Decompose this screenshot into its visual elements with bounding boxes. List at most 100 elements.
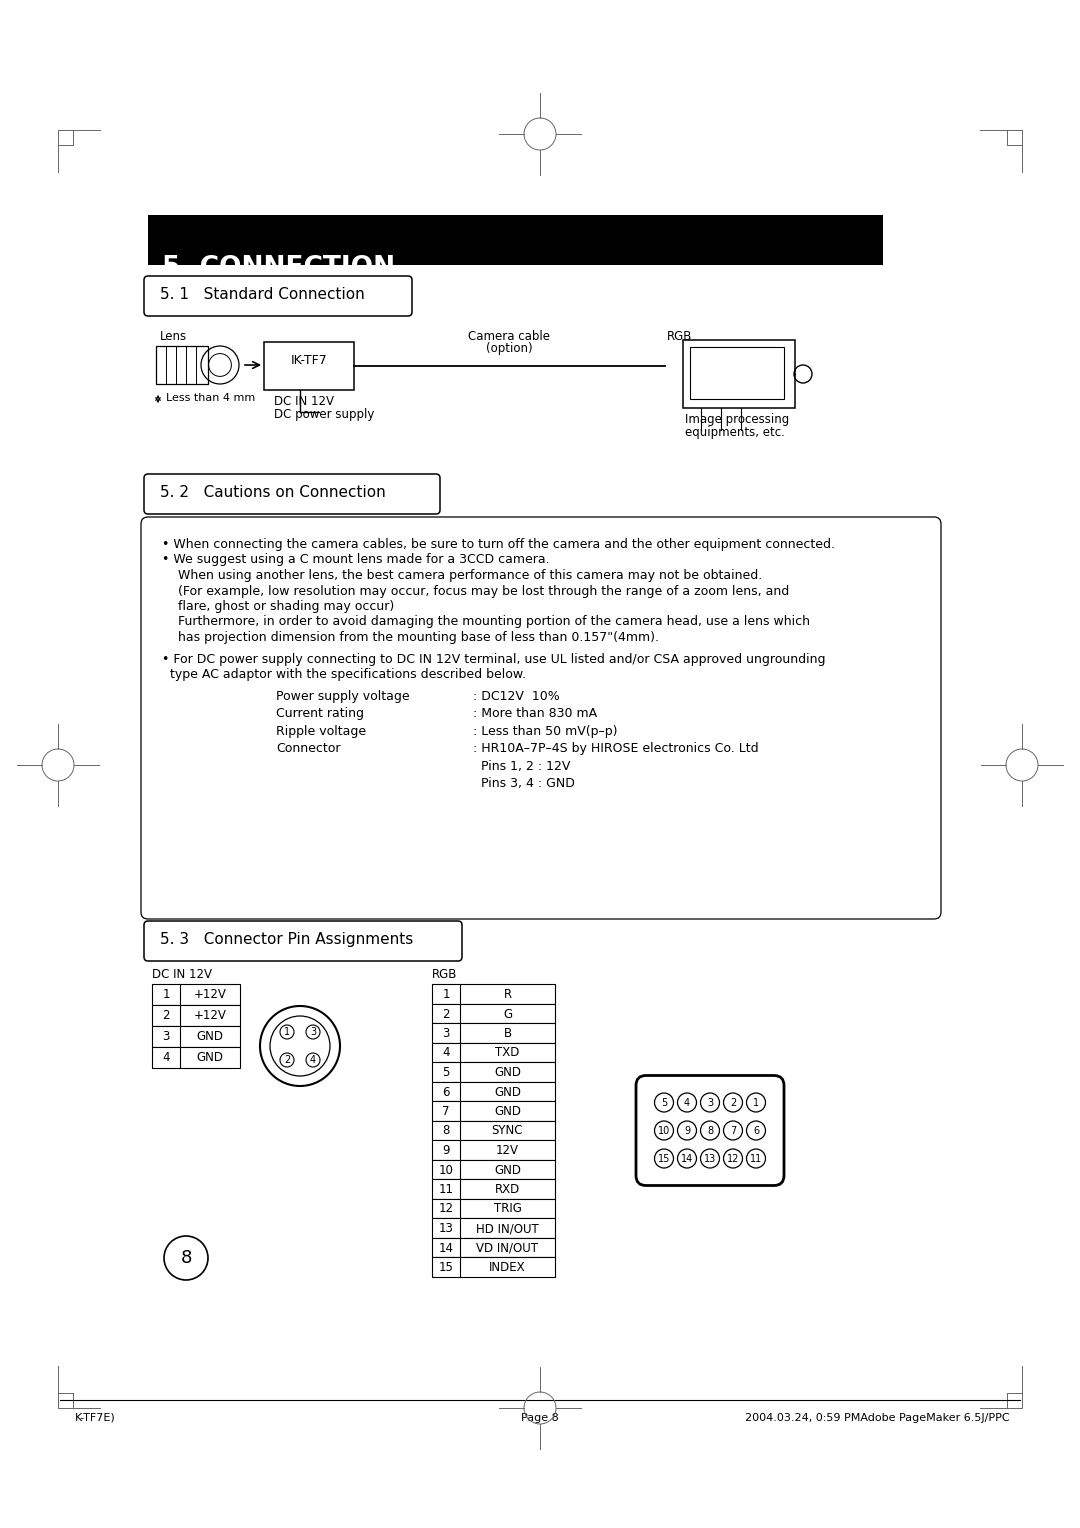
Text: 1: 1 <box>284 1027 291 1038</box>
Text: 3: 3 <box>707 1097 713 1108</box>
Text: 2: 2 <box>162 1008 170 1022</box>
Text: 1: 1 <box>753 1097 759 1108</box>
Text: GND: GND <box>494 1085 521 1099</box>
FancyBboxPatch shape <box>432 1004 555 1024</box>
Text: Less than 4 mm: Less than 4 mm <box>166 393 255 403</box>
Text: Connector: Connector <box>276 743 340 755</box>
FancyBboxPatch shape <box>636 1076 784 1186</box>
Text: 2: 2 <box>730 1097 737 1108</box>
Text: 1: 1 <box>162 989 170 1001</box>
Text: GND: GND <box>197 1051 224 1063</box>
FancyBboxPatch shape <box>144 277 411 316</box>
Text: : More than 830 mA: : More than 830 mA <box>473 707 597 720</box>
Text: DC IN 12V: DC IN 12V <box>274 396 334 408</box>
FancyBboxPatch shape <box>432 1218 555 1238</box>
Text: 12: 12 <box>727 1154 739 1163</box>
Text: 4: 4 <box>442 1047 449 1059</box>
Text: 5: 5 <box>443 1067 449 1079</box>
Text: has projection dimension from the mounting base of less than 0.157"(4mm).: has projection dimension from the mounti… <box>162 631 659 643</box>
Text: equipments, etc.: equipments, etc. <box>685 426 785 439</box>
Text: Current rating: Current rating <box>276 707 364 720</box>
Text: SYNC: SYNC <box>491 1125 523 1137</box>
Text: 5: 5 <box>661 1097 667 1108</box>
Text: 8: 8 <box>443 1125 449 1137</box>
Text: 9: 9 <box>684 1126 690 1135</box>
FancyBboxPatch shape <box>432 984 555 1004</box>
Text: : DC12V  10%: : DC12V 10% <box>473 691 559 703</box>
Text: 13: 13 <box>438 1222 454 1235</box>
FancyBboxPatch shape <box>432 1120 555 1140</box>
Text: 12: 12 <box>438 1203 454 1215</box>
Text: Camera cable: Camera cable <box>469 330 551 342</box>
Text: 13: 13 <box>704 1154 716 1163</box>
FancyBboxPatch shape <box>148 215 883 264</box>
Text: (option): (option) <box>486 342 532 354</box>
Text: : HR10A–7P–4S by HIROSE electronics Co. Ltd: : HR10A–7P–4S by HIROSE electronics Co. … <box>473 743 758 755</box>
Text: 6: 6 <box>753 1126 759 1135</box>
Text: R: R <box>503 989 512 1001</box>
Text: 2004.03.24, 0:59 PMAdobe PageMaker 6.5J/PPC: 2004.03.24, 0:59 PMAdobe PageMaker 6.5J/… <box>745 1413 1010 1423</box>
Text: • When connecting the camera cables, be sure to turn off the camera and the othe: • When connecting the camera cables, be … <box>162 538 835 552</box>
Text: TRIG: TRIG <box>494 1203 522 1215</box>
FancyBboxPatch shape <box>144 921 462 961</box>
Text: RXD: RXD <box>495 1183 521 1196</box>
Text: 10: 10 <box>438 1163 454 1177</box>
Text: K-TF7E): K-TF7E) <box>75 1413 116 1423</box>
Text: 3: 3 <box>443 1027 449 1041</box>
FancyBboxPatch shape <box>690 347 784 399</box>
Text: VD IN/OUT: VD IN/OUT <box>476 1241 539 1254</box>
Text: 7: 7 <box>730 1126 737 1135</box>
FancyBboxPatch shape <box>432 1238 555 1258</box>
Text: 1: 1 <box>442 989 449 1001</box>
Text: 5. 2   Cautions on Connection: 5. 2 Cautions on Connection <box>160 484 386 500</box>
Text: Page 8: Page 8 <box>522 1413 558 1423</box>
Text: 3: 3 <box>162 1030 170 1044</box>
FancyBboxPatch shape <box>683 341 795 408</box>
FancyBboxPatch shape <box>152 1005 240 1025</box>
FancyBboxPatch shape <box>432 1198 555 1218</box>
Text: flare, ghost or shading may occur): flare, ghost or shading may occur) <box>162 601 394 613</box>
Text: 8: 8 <box>180 1248 191 1267</box>
Text: +12V: +12V <box>193 989 227 1001</box>
Text: 15: 15 <box>658 1154 671 1163</box>
FancyBboxPatch shape <box>144 474 440 513</box>
Text: 2: 2 <box>442 1007 449 1021</box>
Text: • We suggest using a C mount lens made for a 3CCD camera.: • We suggest using a C mount lens made f… <box>162 553 550 567</box>
Text: 11: 11 <box>438 1183 454 1196</box>
Text: 9: 9 <box>442 1144 449 1157</box>
Text: Lens: Lens <box>160 330 187 342</box>
Text: GND: GND <box>494 1067 521 1079</box>
Text: 4: 4 <box>162 1051 170 1063</box>
Text: When using another lens, the best camera performance of this camera may not be o: When using another lens, the best camera… <box>162 568 762 582</box>
FancyBboxPatch shape <box>432 1160 555 1180</box>
FancyBboxPatch shape <box>432 1042 555 1062</box>
FancyBboxPatch shape <box>432 1082 555 1102</box>
Text: (For example, low resolution may occur, focus may be lost through the range of a: (For example, low resolution may occur, … <box>162 585 789 597</box>
Text: RGB: RGB <box>667 330 692 342</box>
Text: GND: GND <box>197 1030 224 1044</box>
FancyBboxPatch shape <box>264 342 354 390</box>
FancyBboxPatch shape <box>432 1258 555 1276</box>
Text: DC power supply: DC power supply <box>274 408 375 422</box>
FancyBboxPatch shape <box>152 1025 240 1047</box>
Text: IK-TF7: IK-TF7 <box>291 354 327 368</box>
Text: 6: 6 <box>442 1085 449 1099</box>
Text: 5. 3   Connector Pin Assignments: 5. 3 Connector Pin Assignments <box>160 932 414 947</box>
Text: Pins 3, 4 : GND: Pins 3, 4 : GND <box>473 778 575 790</box>
Text: HD IN/OUT: HD IN/OUT <box>476 1222 539 1235</box>
FancyBboxPatch shape <box>141 516 941 918</box>
Text: 8: 8 <box>707 1126 713 1135</box>
FancyBboxPatch shape <box>432 1140 555 1160</box>
Text: 4: 4 <box>310 1054 316 1065</box>
Text: 7: 7 <box>442 1105 449 1118</box>
Text: INDEX: INDEX <box>489 1261 526 1274</box>
Text: TXD: TXD <box>496 1047 519 1059</box>
FancyBboxPatch shape <box>432 1102 555 1120</box>
Text: +12V: +12V <box>193 1008 227 1022</box>
Text: RGB: RGB <box>432 969 457 981</box>
FancyBboxPatch shape <box>152 1047 240 1068</box>
Text: 5. 1   Standard Connection: 5. 1 Standard Connection <box>160 287 365 303</box>
FancyBboxPatch shape <box>152 984 240 1005</box>
Text: • For DC power supply connecting to DC IN 12V terminal, use UL listed and/or CSA: • For DC power supply connecting to DC I… <box>162 652 825 666</box>
Text: 11: 11 <box>750 1154 762 1163</box>
